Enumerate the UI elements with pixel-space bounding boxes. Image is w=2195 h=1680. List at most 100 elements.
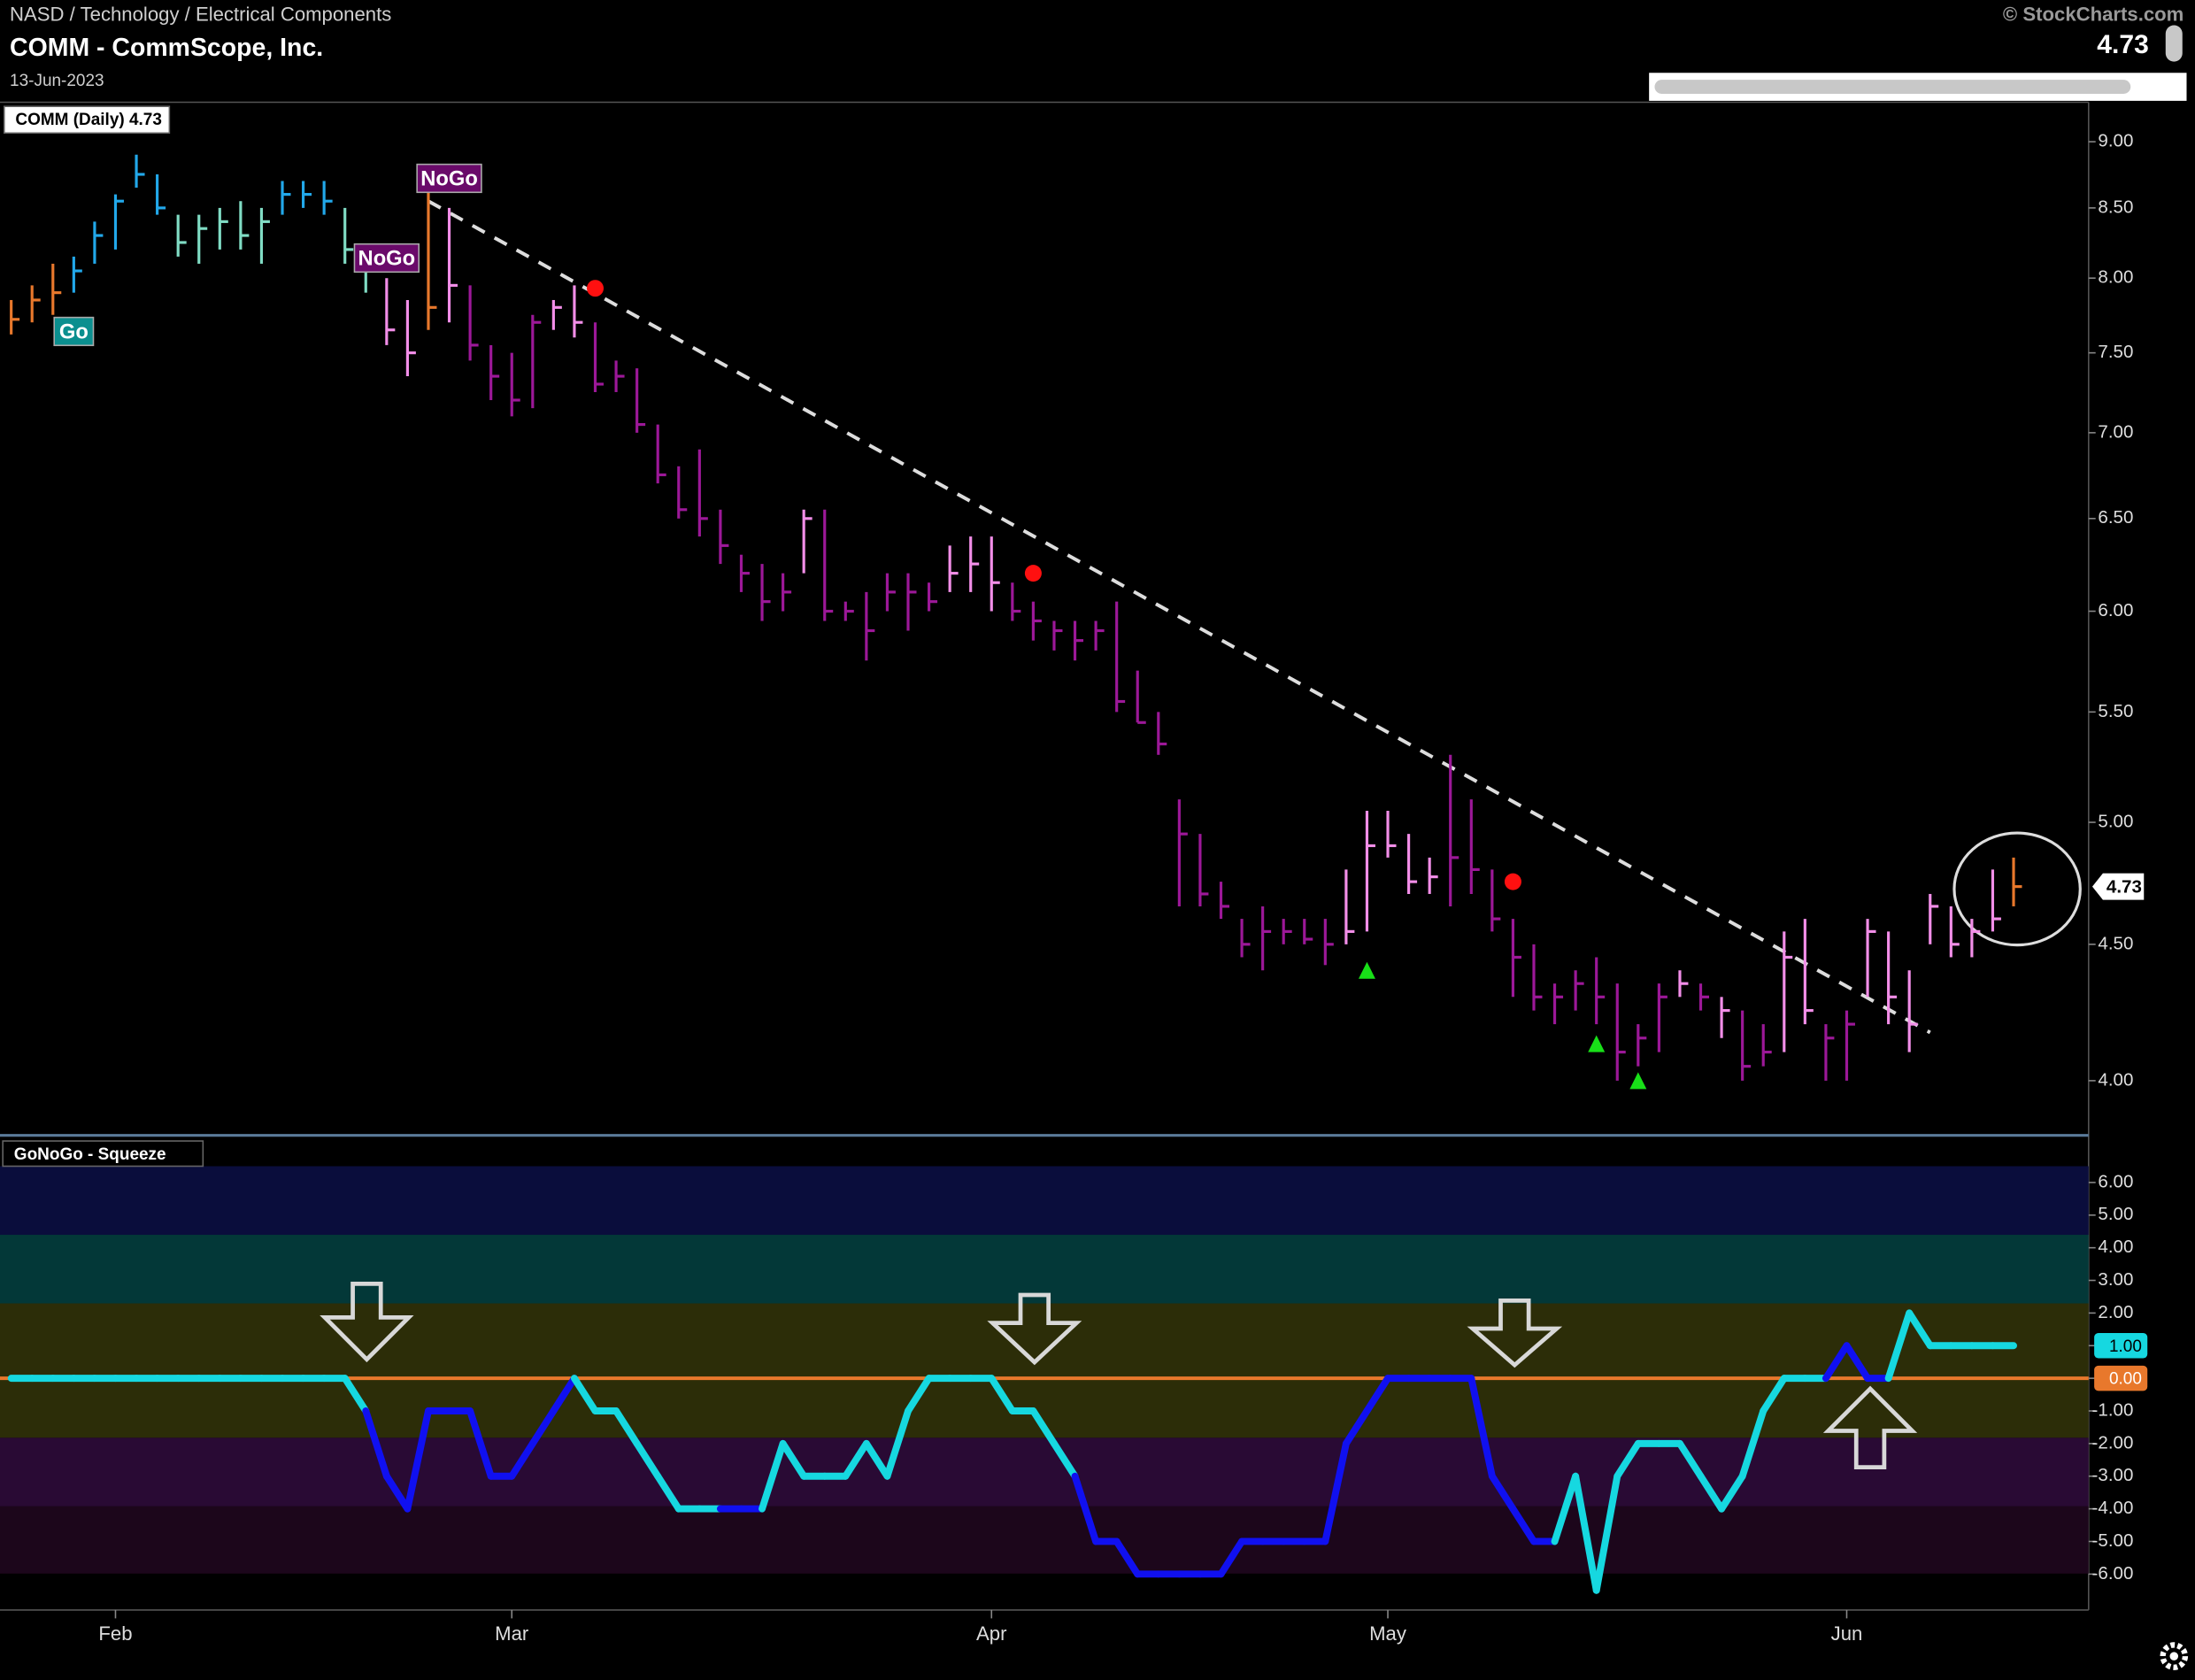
value-tag-label: 0.00 [2109, 1370, 2142, 1389]
legend: GoNoGo - Squeeze [14, 1145, 166, 1164]
price-tag-label: 4.73 [2106, 877, 2142, 898]
y-tick-label: 6.00 [2098, 1171, 2133, 1191]
y-tick-label: 6.50 [2098, 507, 2133, 528]
symbol-title: COMM - CommScope, Inc. [10, 34, 323, 62]
oscillator-segment [341, 1375, 370, 1414]
arrow-up [1822, 1385, 1918, 1469]
y-tick-label: 8.50 [2098, 197, 2133, 217]
oscillator-segment [1217, 1537, 1246, 1578]
y-tick-label: -4.00 [2092, 1498, 2134, 1518]
signal-label: NoGo [420, 167, 478, 190]
y-tick-label: 7.00 [2098, 421, 2133, 442]
y-tick-label: 2.00 [2098, 1302, 2133, 1322]
arrow-down [1467, 1298, 1563, 1368]
oscillator-segment [654, 1472, 682, 1513]
oscillator-segment [1843, 1342, 1872, 1383]
x-tick-label: Feb [98, 1622, 132, 1645]
oscillator-segment [508, 1439, 536, 1480]
oscillator-segment [1676, 1439, 1705, 1480]
legend-box [3, 105, 171, 135]
price-tag [2090, 872, 2145, 902]
y-tick-label: -2.00 [2092, 1432, 2134, 1453]
band [0, 1506, 2089, 1574]
source: © StockCharts.com [2003, 3, 2183, 25]
value-tag [2094, 1333, 2148, 1359]
oscillator-segment [779, 1439, 808, 1480]
value-tag [2094, 1365, 2148, 1391]
signal-label: NoGo [358, 247, 416, 270]
y-tick-label: -5.00 [2092, 1530, 2134, 1551]
y-tick-label: 3.00 [2098, 1269, 2133, 1290]
arrow-down [987, 1292, 1082, 1366]
legend-box [2, 1140, 204, 1168]
settings-gear[interactable] [2160, 1642, 2189, 1670]
oscillator-segment [1029, 1407, 1058, 1447]
oscillator-segment [1509, 1505, 1537, 1545]
oscillator-segment [1697, 1472, 1726, 1513]
x-tick-label: Apr [976, 1622, 1006, 1645]
oscillator-segment [550, 1375, 578, 1414]
y-tick-label: -3.00 [2092, 1465, 2134, 1485]
oscillator-segment [1572, 1472, 1600, 1594]
y-tick-label: 8.00 [2098, 267, 2133, 288]
oscillator-segment [1906, 1309, 1934, 1350]
arrow-down [320, 1282, 414, 1363]
y-tick-label: 4.00 [2098, 1069, 2133, 1090]
gear-teeth [2160, 1642, 2189, 1670]
signal-label-box [353, 243, 420, 274]
gear-hub [2169, 1652, 2179, 1661]
oscillator-segment [382, 1472, 412, 1513]
signal-dot [1504, 873, 1521, 890]
zoom-handle[interactable] [2165, 25, 2183, 62]
oscillator-segment [862, 1439, 891, 1480]
oscillator-segment [1488, 1472, 1517, 1513]
signal-dot [587, 280, 604, 297]
oscillator-segment [1342, 1407, 1371, 1447]
value-tag-label: 1.00 [2109, 1337, 2142, 1356]
y-tick-label: 4.50 [2098, 933, 2133, 953]
oscillator-segment [1467, 1375, 1496, 1480]
oscillator-segment [466, 1407, 495, 1480]
band [0, 1303, 2089, 1438]
signal-dot [1024, 565, 1042, 582]
legend: COMM (Daily) 4.73 [15, 111, 162, 129]
band [0, 1437, 2089, 1507]
oscillator-segment [404, 1407, 432, 1513]
y-tick-label: 6.00 [2098, 600, 2133, 620]
y-tick-label: 9.00 [2098, 131, 2133, 151]
oscillator-segment [1884, 1309, 1914, 1383]
trendline [427, 199, 1931, 1035]
oscillator-segment [1718, 1472, 1746, 1513]
oscillator-segment [612, 1407, 641, 1447]
y-tick-label: 7.50 [2098, 342, 2133, 362]
signal-triangle [1358, 961, 1375, 979]
oscillator-bands [0, 1166, 2089, 1574]
sector-path: NASD / Technology / Electrical Component… [10, 3, 391, 25]
y-tick-label: 5.00 [2098, 1204, 2133, 1224]
chart-date: 13-Jun-2023 [10, 72, 104, 90]
highlight-circle [1952, 831, 2082, 947]
oscillator-segment [842, 1439, 870, 1480]
oscillator-segment [905, 1375, 933, 1414]
y-tick-label: 4.00 [2098, 1237, 2133, 1257]
oscillator-segment [1738, 1407, 1768, 1480]
signal-label: Go [59, 320, 89, 343]
oscillator-segment [570, 1375, 599, 1414]
oscillator-segment [1321, 1439, 1350, 1545]
scrollbar[interactable] [1654, 80, 2131, 94]
oscillator-segment [1821, 1342, 1851, 1383]
oscillator-segment [1051, 1439, 1079, 1480]
oscillator-segment [988, 1375, 1016, 1414]
oscillator-segment [633, 1439, 662, 1480]
last-price: 4.73 [2097, 30, 2148, 59]
oscillator-segment [1592, 1472, 1621, 1594]
oscillator-segment [1363, 1375, 1391, 1414]
oscillator-segment [1614, 1439, 1642, 1480]
signal-label-box [416, 163, 482, 194]
oscillator-segment [1071, 1472, 1100, 1545]
y-tick-label: 5.00 [2098, 811, 2133, 831]
oscillator-segment [1113, 1537, 1142, 1578]
oscillator-segment [1760, 1375, 1788, 1414]
